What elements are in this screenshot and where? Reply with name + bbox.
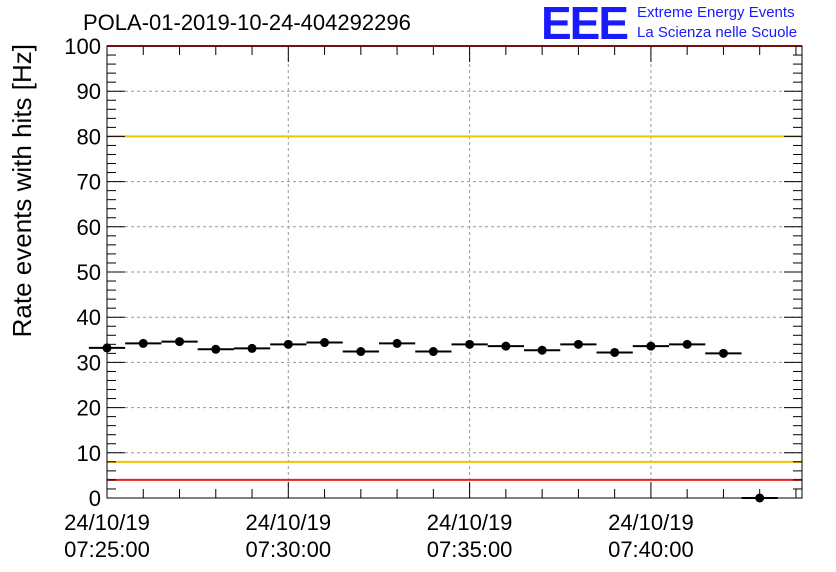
data-point [283,339,293,349]
y-tick-label: 70 [77,170,101,195]
y-tick-label: 80 [77,124,101,149]
data-point [573,339,583,349]
eee-logo: EEE [541,0,629,49]
y-tick-label: 30 [77,350,101,375]
x-tick-time-label: 07:35:00 [427,537,513,562]
y-tick-label: 10 [77,441,101,466]
y-tick-label: 0 [89,486,101,511]
data-point [755,493,765,503]
data-point [356,347,366,357]
data-point [175,337,185,347]
data-point [211,344,221,354]
y-tick-label: 20 [77,396,101,421]
data-point [718,348,728,358]
data-point [465,339,475,349]
data-point [392,338,402,348]
data-point [501,341,511,351]
org-name-line2: La Scienza nelle Scuole [637,24,798,41]
y-tick-label: 50 [77,260,101,285]
x-tick-date-label: 24/10/19 [245,510,331,535]
x-tick-time-label: 07:30:00 [245,537,331,562]
x-tick-time-label: 07:25:00 [64,537,150,562]
chart-title: POLA-01-2019-10-24-404292296 [83,10,411,35]
data-point [537,345,547,355]
x-tick-date-label: 24/10/19 [64,510,150,535]
data-point [102,343,112,353]
y-tick-label: 40 [77,305,101,330]
x-tick-date-label: 24/10/19 [427,510,513,535]
data-point [646,341,656,351]
x-tick-date-label: 24/10/19 [608,510,694,535]
y-axis-label: Rate events with hits [Hz] [7,44,37,337]
data-point [247,343,257,353]
data-point [682,339,692,349]
data-point [610,347,620,357]
data-point [320,338,330,348]
data-point [138,338,148,348]
y-tick-label: 90 [77,79,101,104]
y-tick-label: 100 [64,34,101,59]
org-name-line1: Extreme Energy Events [637,4,795,21]
data-point [428,347,438,357]
x-tick-time-label: 07:40:00 [608,537,694,562]
y-tick-label: 60 [77,215,101,240]
